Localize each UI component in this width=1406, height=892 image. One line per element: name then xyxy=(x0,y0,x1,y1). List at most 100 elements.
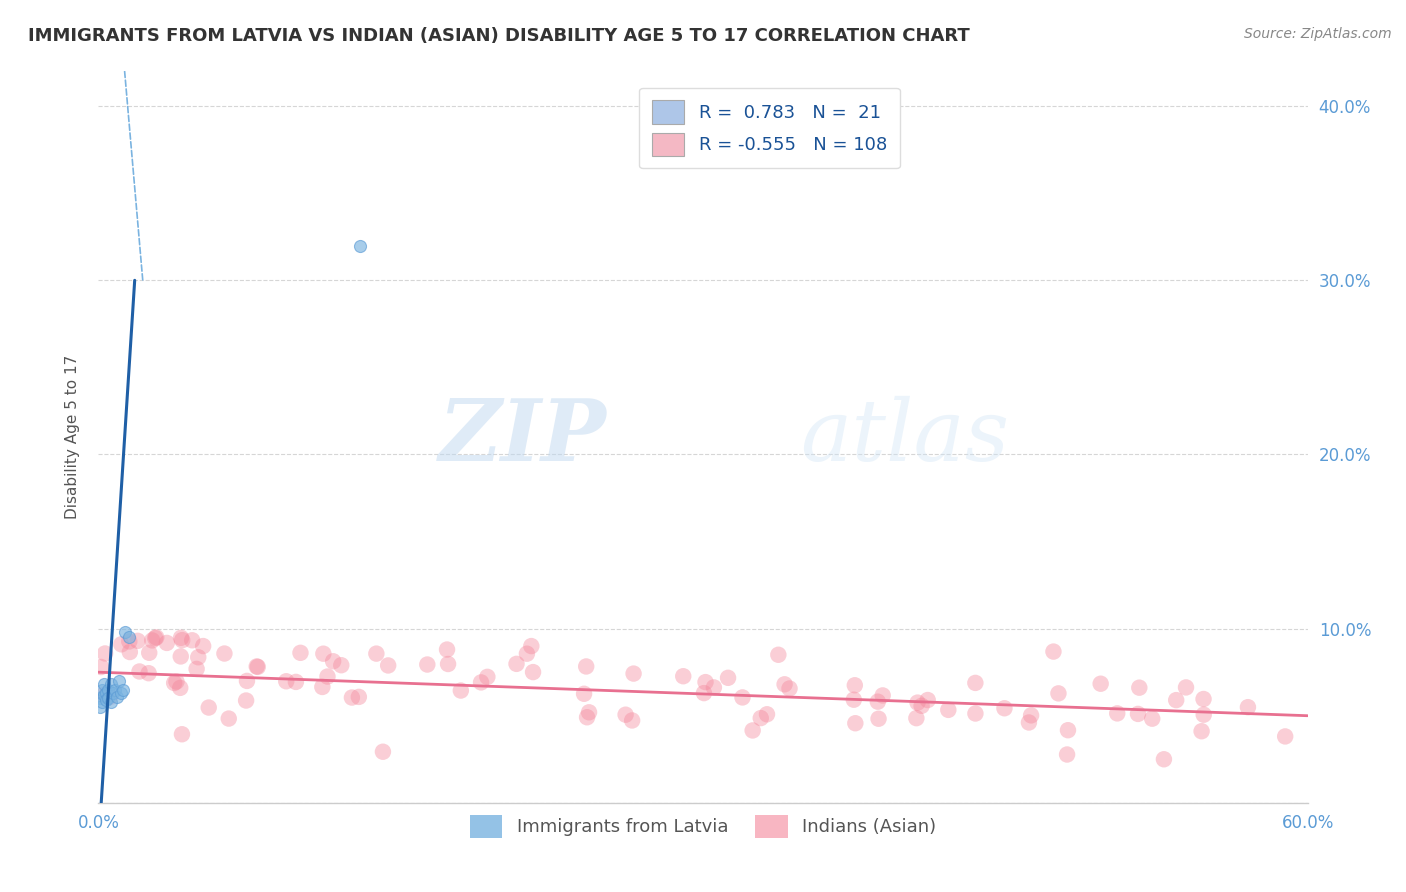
Point xyxy=(1056,747,1078,762)
Point xyxy=(578,706,600,720)
Point xyxy=(1047,686,1070,700)
Point xyxy=(138,646,160,660)
Point xyxy=(246,660,269,674)
Point xyxy=(143,631,166,645)
Point xyxy=(316,669,339,683)
Point xyxy=(1107,706,1129,721)
Point xyxy=(371,745,394,759)
Point xyxy=(118,631,141,645)
Point xyxy=(672,669,695,683)
Point xyxy=(470,675,492,690)
Point xyxy=(181,633,204,648)
Point xyxy=(741,723,763,738)
Point xyxy=(575,659,598,673)
Point xyxy=(910,698,932,713)
Point xyxy=(96,686,118,700)
Point xyxy=(623,666,645,681)
Point xyxy=(416,657,439,672)
Point xyxy=(172,633,194,648)
Point xyxy=(97,691,120,706)
Point xyxy=(91,682,114,697)
Point xyxy=(97,682,120,697)
Point xyxy=(246,659,269,673)
Text: atlas: atlas xyxy=(800,396,1010,478)
Point xyxy=(235,693,257,707)
Point xyxy=(100,695,122,709)
Point xyxy=(905,711,928,725)
Point xyxy=(576,710,599,724)
Point xyxy=(917,693,939,707)
Point xyxy=(214,647,236,661)
Point xyxy=(779,681,801,696)
Point xyxy=(349,238,371,252)
Point xyxy=(186,662,208,676)
Point xyxy=(907,696,929,710)
Point xyxy=(110,637,132,651)
Point xyxy=(96,693,118,707)
Point xyxy=(118,634,141,648)
Text: IMMIGRANTS FROM LATVIA VS INDIAN (ASIAN) DISABILITY AGE 5 TO 17 CORRELATION CHAR: IMMIGRANTS FROM LATVIA VS INDIAN (ASIAN)… xyxy=(28,27,970,45)
Point xyxy=(965,676,987,690)
Point xyxy=(103,682,125,697)
Point xyxy=(436,642,458,657)
Point xyxy=(156,636,179,650)
Point xyxy=(505,657,527,671)
Point xyxy=(477,670,499,684)
Point xyxy=(165,674,187,689)
Point xyxy=(93,677,115,691)
Point xyxy=(169,681,191,695)
Point xyxy=(89,691,111,706)
Legend: Immigrants from Latvia, Indians (Asian): Immigrants from Latvia, Indians (Asian) xyxy=(463,807,943,845)
Point xyxy=(98,690,121,705)
Point xyxy=(187,650,209,665)
Point xyxy=(868,712,890,726)
Point xyxy=(866,695,889,709)
Point xyxy=(993,701,1015,715)
Point xyxy=(366,647,388,661)
Point xyxy=(614,707,637,722)
Point xyxy=(437,657,460,671)
Point xyxy=(191,639,214,653)
Point xyxy=(1018,715,1040,730)
Point xyxy=(330,658,353,673)
Point xyxy=(110,686,132,700)
Point xyxy=(965,706,987,721)
Point xyxy=(1166,693,1188,707)
Point xyxy=(312,647,335,661)
Point xyxy=(872,689,894,703)
Point xyxy=(717,671,740,685)
Point xyxy=(756,707,779,722)
Point xyxy=(695,675,717,690)
Point xyxy=(170,631,193,645)
Point xyxy=(693,686,716,700)
Point xyxy=(842,692,865,706)
Point xyxy=(170,727,193,741)
Point xyxy=(1140,712,1163,726)
Point xyxy=(844,678,866,692)
Point xyxy=(520,639,543,653)
Point xyxy=(114,625,136,640)
Point xyxy=(89,700,111,714)
Point xyxy=(347,690,370,704)
Point xyxy=(236,673,259,688)
Point xyxy=(1153,752,1175,766)
Point xyxy=(197,700,219,714)
Point xyxy=(936,703,959,717)
Point xyxy=(93,688,115,702)
Point xyxy=(768,648,790,662)
Point xyxy=(1042,644,1064,658)
Point xyxy=(1019,708,1042,723)
Point xyxy=(703,681,725,695)
Point xyxy=(290,646,312,660)
Point xyxy=(276,674,298,689)
Point xyxy=(1057,723,1080,738)
Point xyxy=(284,674,307,689)
Point xyxy=(340,690,363,705)
Point xyxy=(218,712,240,726)
Point xyxy=(1090,677,1112,691)
Point xyxy=(127,633,149,648)
Point xyxy=(749,711,772,725)
Point xyxy=(1274,730,1296,744)
Point xyxy=(1192,692,1215,706)
Point xyxy=(94,647,117,661)
